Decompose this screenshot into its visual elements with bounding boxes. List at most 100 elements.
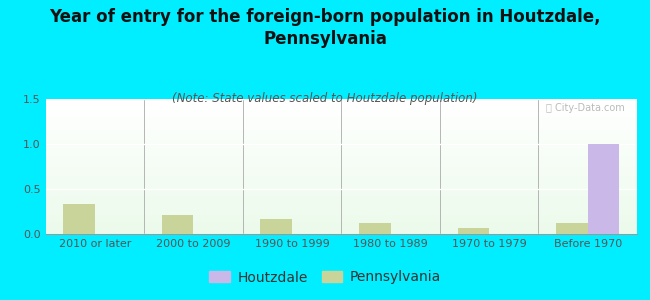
Bar: [46, 199, 637, 200]
Bar: [46, 118, 637, 119]
Bar: [46, 133, 637, 134]
Bar: [46, 119, 637, 121]
Bar: [46, 165, 637, 166]
Bar: [46, 107, 637, 108]
Bar: [46, 229, 637, 230]
Bar: [46, 104, 637, 106]
Bar: [46, 137, 637, 138]
Bar: [46, 161, 637, 162]
Bar: [46, 157, 637, 158]
Bar: [46, 172, 637, 173]
Bar: [261, 219, 292, 234]
Bar: [46, 191, 637, 192]
Bar: [46, 131, 637, 133]
Bar: [46, 142, 637, 144]
Bar: [46, 116, 637, 118]
Bar: [46, 158, 637, 160]
Bar: [46, 208, 637, 210]
Bar: [46, 211, 637, 212]
Bar: [46, 215, 637, 217]
Bar: [46, 108, 637, 110]
Bar: [46, 194, 637, 195]
Bar: [46, 204, 637, 206]
Bar: [46, 168, 637, 169]
Bar: [46, 233, 637, 234]
Bar: [46, 122, 637, 123]
Bar: [46, 110, 637, 111]
Bar: [46, 136, 637, 137]
Bar: [46, 160, 637, 161]
Bar: [46, 167, 637, 168]
Bar: [162, 215, 194, 234]
Bar: [46, 198, 637, 199]
Bar: [46, 115, 637, 116]
Bar: [46, 127, 637, 129]
Legend: Houtzdale, Pennsylvania: Houtzdale, Pennsylvania: [204, 265, 446, 290]
Bar: [46, 190, 637, 191]
Bar: [46, 152, 637, 153]
Bar: [46, 173, 637, 175]
Bar: [46, 111, 637, 112]
Bar: [46, 126, 637, 127]
Bar: [46, 149, 637, 150]
Bar: [46, 207, 637, 208]
Bar: [46, 170, 637, 172]
Bar: [46, 114, 637, 115]
Bar: [63, 204, 95, 234]
Bar: [46, 180, 637, 181]
Bar: [46, 231, 637, 233]
Bar: [46, 134, 637, 135]
Text: ⓘ City-Data.com: ⓘ City-Data.com: [547, 103, 625, 113]
Bar: [359, 223, 391, 234]
Bar: [46, 223, 637, 224]
Bar: [46, 103, 637, 104]
Bar: [46, 212, 637, 214]
Bar: [46, 177, 637, 178]
Bar: [46, 140, 637, 141]
Bar: [46, 206, 637, 207]
Bar: [46, 183, 637, 184]
Bar: [46, 145, 637, 146]
Text: Year of entry for the foreign-born population in Houtzdale,
Pennsylvania: Year of entry for the foreign-born popul…: [49, 8, 601, 48]
Bar: [556, 223, 588, 234]
Bar: [46, 144, 637, 145]
Bar: [46, 224, 637, 226]
Bar: [46, 185, 637, 187]
Bar: [46, 99, 637, 100]
Bar: [46, 112, 637, 114]
Bar: [46, 175, 637, 176]
Bar: [46, 214, 637, 215]
Bar: [46, 181, 637, 183]
Bar: [46, 202, 637, 203]
Bar: [46, 129, 637, 130]
Bar: [46, 219, 637, 220]
Bar: [46, 217, 637, 218]
Bar: [46, 203, 637, 204]
Bar: [46, 195, 637, 196]
Bar: [46, 176, 637, 177]
Bar: [46, 154, 637, 156]
Bar: [46, 169, 637, 170]
Bar: [46, 196, 637, 197]
Bar: [46, 148, 637, 149]
Bar: [46, 123, 637, 124]
Bar: [46, 187, 637, 188]
Bar: [46, 130, 637, 131]
Bar: [46, 153, 637, 154]
Bar: [46, 156, 637, 157]
Bar: [46, 146, 637, 148]
Bar: [46, 164, 637, 165]
Bar: [46, 100, 637, 102]
Bar: [46, 121, 637, 122]
Bar: [588, 144, 619, 234]
Bar: [46, 141, 637, 142]
Bar: [46, 150, 637, 152]
Bar: [46, 218, 637, 219]
Bar: [46, 102, 637, 103]
Bar: [46, 210, 637, 211]
Bar: [46, 184, 637, 185]
Bar: [46, 138, 637, 140]
Bar: [46, 227, 637, 229]
Bar: [46, 222, 637, 223]
Bar: [46, 106, 637, 107]
